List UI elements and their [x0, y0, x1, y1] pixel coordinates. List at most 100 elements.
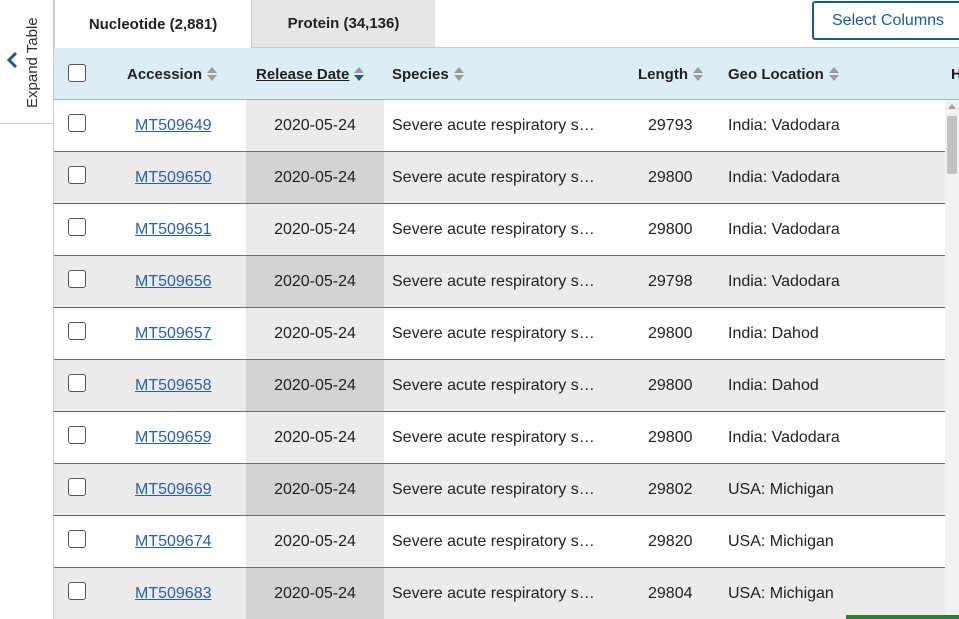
release-date-cell: 2020-05-24: [246, 308, 384, 359]
column-header-label: Geo Location: [728, 65, 824, 83]
species-cell: Severe acute respiratory s…: [392, 480, 595, 498]
table-row: MT509683 2020-05-24 Severe acute respirato…: [54, 568, 945, 619]
expand-table-panel[interactable]: Expand Table: [0, 0, 54, 124]
table-row: MT509658 2020-05-24 Severe acute respirato…: [54, 360, 945, 412]
length-cell: 29793: [648, 116, 693, 134]
accession-cell: MT509659: [135, 412, 212, 463]
row-checkbox[interactable]: [68, 426, 86, 444]
accession-cell: MT509669: [135, 464, 212, 515]
table-body: MT509649 2020-05-24 Severe acute respirato…: [54, 100, 945, 619]
tab-protein[interactable]: Protein (34,136): [252, 0, 435, 48]
tab-bar-divider: [435, 47, 959, 48]
column-header-label: Species: [392, 65, 449, 83]
table-header: Accession Release Date Species Length Ge…: [54, 48, 959, 100]
sort-icon: [453, 67, 464, 81]
length-cell: 29800: [648, 428, 693, 446]
species-cell: Severe acute respiratory s…: [392, 220, 595, 238]
select-columns-button[interactable]: Select Columns: [812, 1, 959, 40]
column-header-species[interactable]: Species: [392, 48, 464, 100]
scroll-up-icon[interactable]: [948, 104, 956, 109]
table-row: MT509659 2020-05-24 Severe acute respirato…: [54, 412, 945, 464]
accession-link[interactable]: MT509674: [135, 532, 212, 550]
tab-nucleotide[interactable]: Nucleotide (2,881): [54, 0, 252, 48]
accession-cell: MT509650: [135, 152, 212, 203]
column-header-label: H: [951, 65, 959, 83]
table-row: MT509650 2020-05-24 Severe acute respirato…: [54, 152, 945, 204]
column-header-release-date[interactable]: Release Date: [256, 48, 365, 100]
accession-link[interactable]: MT509669: [135, 480, 212, 498]
row-checkbox[interactable]: [68, 166, 86, 184]
release-date-cell: 2020-05-24: [246, 464, 384, 515]
geo-location-cell: India: Dahod: [728, 376, 819, 394]
row-checkbox[interactable]: [68, 114, 86, 132]
species-cell: Severe acute respiratory s…: [392, 584, 595, 602]
species-cell: Severe acute respiratory s…: [392, 116, 595, 134]
column-header-length[interactable]: Length: [638, 48, 703, 100]
accession-cell: MT509657: [135, 308, 212, 359]
release-date-cell: 2020-05-24: [246, 256, 384, 307]
row-checkbox[interactable]: [68, 582, 86, 600]
table-row: MT509669 2020-05-24 Severe acute respirato…: [54, 464, 945, 516]
expand-table-label[interactable]: Expand Table: [24, 17, 41, 108]
release-date-cell: 2020-05-24: [246, 360, 384, 411]
length-cell: 29804: [648, 584, 693, 602]
geo-location-cell: USA: Michigan: [728, 480, 834, 498]
sort-icon: [693, 67, 703, 81]
row-checkbox[interactable]: [68, 270, 86, 288]
row-checkbox[interactable]: [68, 478, 86, 496]
length-cell: 29820: [648, 532, 693, 550]
sort-icon: [828, 67, 839, 81]
accession-link[interactable]: MT509650: [135, 168, 212, 186]
species-cell: Severe acute respiratory s…: [392, 168, 595, 186]
accession-link[interactable]: MT509659: [135, 428, 212, 446]
chevron-left-icon[interactable]: [5, 50, 21, 70]
scroll-thumb[interactable]: [947, 116, 957, 174]
row-checkbox[interactable]: [68, 530, 86, 548]
accession-cell: MT509651: [135, 204, 212, 255]
table-row: MT509651 2020-05-24 Severe acute respirato…: [54, 204, 945, 256]
accession-link[interactable]: MT509657: [135, 324, 212, 342]
release-date-cell: 2020-05-24: [246, 412, 384, 463]
column-header-geo-location[interactable]: Geo Location: [728, 48, 839, 100]
accession-link[interactable]: MT509683: [135, 584, 212, 602]
column-header-label: Accession: [127, 65, 203, 83]
species-cell: Severe acute respiratory s…: [392, 428, 595, 446]
length-cell: 29800: [648, 220, 693, 238]
sort-desc-icon: [354, 67, 365, 81]
species-cell: Severe acute respiratory s…: [392, 376, 595, 394]
geo-location-cell: India: Vadodara: [728, 168, 840, 186]
row-checkbox[interactable]: [68, 374, 86, 392]
column-header-label: Release Date: [256, 65, 350, 83]
geo-location-cell: India: Dahod: [728, 324, 819, 342]
row-checkbox[interactable]: [68, 322, 86, 340]
release-date-cell: 2020-05-24: [246, 516, 384, 567]
accession-link[interactable]: MT509651: [135, 220, 212, 238]
length-cell: 29802: [648, 480, 693, 498]
release-date-cell: 2020-05-24: [246, 152, 384, 203]
accession-cell: MT509656: [135, 256, 212, 307]
release-date-cell: 2020-05-24: [246, 100, 384, 151]
accession-link[interactable]: MT509658: [135, 376, 212, 394]
accession-cell: MT509658: [135, 360, 212, 411]
species-cell: Severe acute respiratory s…: [392, 272, 595, 290]
table-row: MT509674 2020-05-24 Severe acute respirato…: [54, 516, 945, 568]
accession-link[interactable]: MT509656: [135, 272, 212, 290]
release-date-cell: 2020-05-24: [246, 204, 384, 255]
left-divider: [53, 124, 54, 619]
select-all-checkbox[interactable]: [68, 64, 86, 82]
species-cell: Severe acute respiratory s…: [392, 324, 595, 342]
column-header-truncated[interactable]: H: [951, 48, 959, 100]
accession-cell: MT509674: [135, 516, 212, 567]
geo-location-cell: India: Vadodara: [728, 116, 840, 134]
species-cell: Severe acute respiratory s…: [392, 532, 595, 550]
geo-location-cell: India: Vadodara: [728, 428, 840, 446]
column-header-label: Length: [638, 65, 688, 83]
release-date-cell: 2020-05-24: [246, 568, 384, 619]
vertical-scrollbar[interactable]: [945, 100, 959, 619]
row-checkbox[interactable]: [68, 218, 86, 236]
accession-cell: MT509649: [135, 100, 212, 151]
geo-location-cell: India: Vadodara: [728, 272, 840, 290]
column-header-accession[interactable]: Accession: [127, 48, 218, 100]
length-cell: 29800: [648, 376, 693, 394]
accession-link[interactable]: MT509649: [135, 116, 212, 134]
